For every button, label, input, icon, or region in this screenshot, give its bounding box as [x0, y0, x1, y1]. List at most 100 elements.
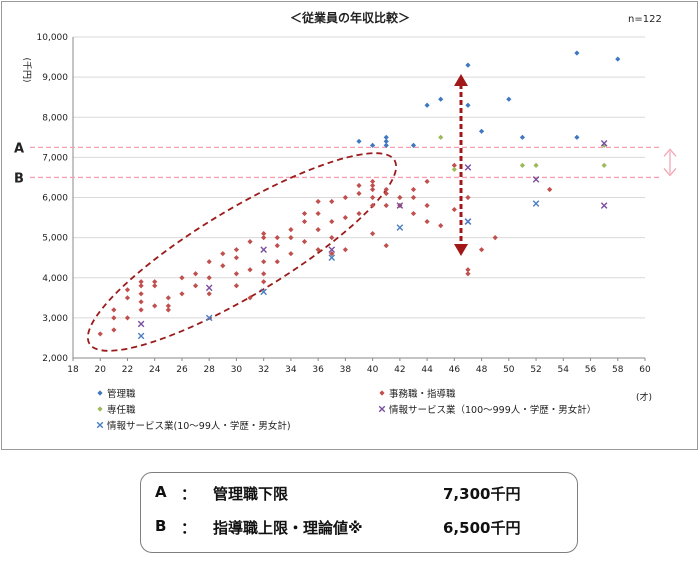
- x-axis-label: (才): [636, 391, 652, 403]
- data-point: [233, 255, 240, 261]
- y-tick-label: 7,000: [42, 153, 68, 163]
- x-tick-label: 52: [530, 365, 541, 375]
- data-point: [438, 96, 444, 102]
- data-point: [370, 202, 376, 209]
- y-tick-label: 6,000: [42, 194, 68, 204]
- x-tick-label: 58: [612, 365, 624, 375]
- data-point: [261, 259, 267, 265]
- data-point: [111, 307, 117, 313]
- data-point: [383, 134, 389, 140]
- data-point: [465, 102, 471, 108]
- data-point: [301, 239, 308, 245]
- range-arrow-head-top: [454, 74, 468, 86]
- data-point: [301, 218, 308, 225]
- legend-b-sep: ：: [181, 519, 197, 537]
- reference-label-b: B: [14, 171, 24, 186]
- x-tick-label: 42: [394, 365, 405, 375]
- scatter-chart: 2,000 3,000 4,000 5,000 6,000 7,000 8,000 9,000…: [14, 10, 677, 432]
- data-point: [328, 254, 336, 261]
- data-point: [138, 307, 144, 313]
- y-axis-label: (千円): [21, 57, 32, 82]
- legend-a-text: 管理職下限: [213, 485, 289, 503]
- data-point: [370, 142, 376, 148]
- legend-label: 管理職: [107, 388, 136, 400]
- data-point: [329, 198, 335, 205]
- data-point: [410, 186, 417, 193]
- legend-a-value: 7,300千円: [443, 485, 521, 503]
- data-point: [383, 138, 389, 144]
- data-point: [233, 271, 240, 277]
- data-point: [370, 231, 376, 237]
- x-tick-label: 36: [312, 365, 324, 375]
- data-point: [288, 235, 294, 241]
- data-point: [465, 271, 471, 277]
- x-tick-label: 28: [203, 365, 215, 375]
- data-point: [97, 331, 103, 337]
- data-point: [138, 283, 144, 289]
- data-point: [137, 332, 145, 340]
- data-point: [451, 162, 457, 168]
- data-point: [206, 291, 212, 297]
- data-point: [179, 275, 185, 281]
- y-tick-label: 2,000: [42, 354, 68, 364]
- data-point: [261, 235, 267, 241]
- y-tick-label: 8,000: [42, 113, 68, 123]
- data-point: [233, 247, 240, 253]
- data-point: [383, 243, 389, 249]
- data-point: [205, 284, 213, 292]
- reference-label-a: A: [14, 141, 24, 156]
- legend-a-sep: ：: [181, 485, 197, 503]
- data-point: [370, 186, 376, 193]
- data-point: [574, 50, 580, 56]
- data-point: [206, 275, 212, 281]
- data-point: [438, 222, 444, 229]
- data-point: [329, 218, 335, 225]
- data-point: [165, 307, 171, 313]
- x-tick-label: 54: [558, 365, 570, 375]
- data-point: [152, 279, 158, 285]
- data-point: [451, 206, 457, 213]
- data-point: [492, 235, 498, 241]
- data-point: [315, 198, 321, 205]
- data-point: [138, 291, 144, 297]
- data-point: [274, 235, 280, 241]
- legend-b-label: B: [155, 517, 167, 535]
- legend-b-text: 指導職上限・理論値※: [213, 519, 363, 537]
- data-point: [532, 176, 540, 183]
- data-point: [478, 247, 485, 253]
- data-point: [464, 164, 472, 171]
- x-tick-label: 30: [231, 365, 243, 375]
- data-point: [329, 251, 335, 257]
- data-point: [247, 295, 253, 301]
- data-point: [192, 283, 199, 289]
- legend-label: 事務職・指導職: [389, 388, 456, 400]
- data-point: [220, 263, 226, 269]
- data-point: [410, 142, 417, 148]
- x-tick-label: 24: [149, 365, 161, 375]
- threshold-legend-box: A ： 管理職下限 7,300千円 B ： 指導職上限・理論値※ 6,500千円: [140, 472, 578, 553]
- legend-marker: [96, 421, 104, 429]
- data-point: [615, 56, 621, 62]
- data-point: [519, 162, 526, 168]
- cluster-ellipse: [86, 152, 398, 352]
- data-point: [261, 231, 267, 237]
- series-2: [438, 134, 607, 173]
- data-point: [342, 247, 348, 253]
- data-point: [288, 251, 294, 257]
- data-point: [247, 267, 253, 273]
- data-point: [206, 259, 212, 265]
- legend-marker: [379, 390, 385, 396]
- data-point: [547, 186, 553, 193]
- data-point: [600, 140, 608, 147]
- data-point: [356, 138, 362, 144]
- data-point: [111, 315, 117, 321]
- data-point: [356, 190, 362, 197]
- data-point: [370, 178, 376, 185]
- data-point: [274, 243, 280, 249]
- legend-marker: [97, 390, 103, 396]
- x-tick-label: 40: [367, 365, 379, 375]
- data-point: [506, 96, 512, 102]
- data-point: [370, 194, 376, 201]
- x-tick-label: 38: [340, 365, 352, 375]
- data-point: [329, 235, 335, 241]
